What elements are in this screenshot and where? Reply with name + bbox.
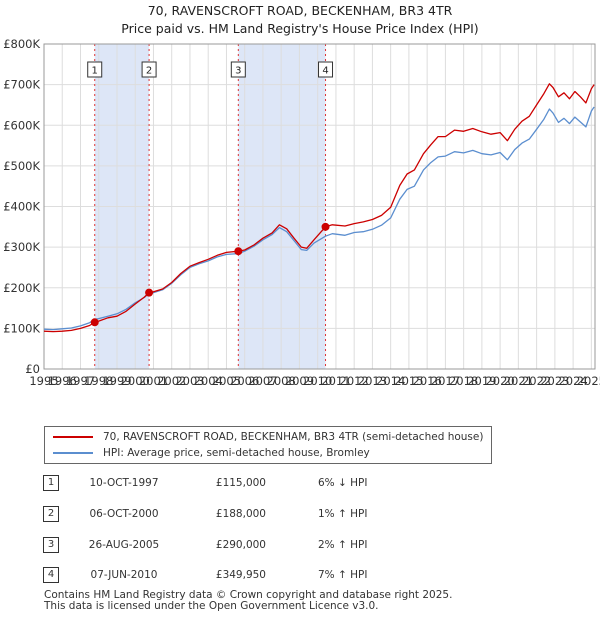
sale-label-box bbox=[318, 61, 334, 78]
y-tick-label: £0 bbox=[25, 362, 40, 376]
x-tick-label: 2020 bbox=[485, 374, 514, 388]
sale-row: 2 06-OCT-2000 £188,000 1% ↑ HPI bbox=[0, 506, 600, 524]
sale-row: 1 10-OCT-1997 £115,000 6% ↓ HPI bbox=[0, 475, 600, 493]
y-tick-label: £100K bbox=[3, 321, 40, 335]
x-tick-label: 2017 bbox=[431, 374, 460, 388]
x-tick-label: 2007 bbox=[248, 374, 277, 388]
sale-row: 3 26-AUG-2005 £290,000 2% ↑ HPI bbox=[0, 537, 600, 555]
x-tick-label: 2021 bbox=[504, 374, 533, 388]
legend-item-hpi: HPI: Average price, semi-detached house,… bbox=[53, 446, 370, 460]
sale-hpi-diff: 1% ↑ HPI bbox=[318, 508, 368, 520]
y-tick-label: £600K bbox=[3, 118, 40, 132]
sale-hpi-diff: 7% ↑ HPI bbox=[318, 569, 368, 581]
sale-hpi-diff: 6% ↓ HPI bbox=[318, 477, 368, 489]
x-tick-label: 2025 bbox=[577, 374, 600, 388]
series-line-property bbox=[43, 83, 595, 333]
x-tick-label: 2018 bbox=[449, 374, 478, 388]
x-tick-label: 2001 bbox=[139, 374, 168, 388]
x-tick-label: 2016 bbox=[413, 374, 442, 388]
x-tick-label: 2008 bbox=[267, 374, 296, 388]
y-tick-label: £700K bbox=[3, 78, 40, 92]
x-tick-label: 1997 bbox=[66, 374, 95, 388]
x-tick-label: 1998 bbox=[84, 374, 113, 388]
sale-label-number: 1 bbox=[92, 66, 98, 77]
x-tick-label: 1995 bbox=[29, 374, 58, 388]
x-tick-label: 2013 bbox=[358, 374, 387, 388]
sale-label-number: 4 bbox=[322, 66, 328, 77]
sale-number-box: 1 bbox=[43, 475, 59, 491]
x-tick-label: 1996 bbox=[48, 374, 77, 388]
sale-date: 26-AUG-2005 bbox=[88, 539, 160, 551]
x-tick-label: 2019 bbox=[467, 374, 496, 388]
footer-copyright: Contains HM Land Registry data © Crown c… bbox=[44, 589, 453, 601]
footer-licence: This data is licensed under the Open Gov… bbox=[44, 600, 379, 612]
x-tick-label: 2014 bbox=[376, 374, 405, 388]
x-tick-label: 2006 bbox=[230, 374, 259, 388]
x-tick-label: 1999 bbox=[102, 374, 131, 388]
x-tick-label: 2023 bbox=[540, 374, 569, 388]
sale-row: 4 07-JUN-2010 £349,950 7% ↑ HPI bbox=[0, 567, 600, 585]
x-tick-label: 2004 bbox=[194, 374, 223, 388]
sale-price: £115,000 bbox=[215, 477, 266, 489]
legend-label-hpi: HPI: Average price, semi-detached house,… bbox=[103, 447, 370, 459]
y-tick-label: £400K bbox=[3, 200, 40, 214]
x-tick-label: 2011 bbox=[321, 374, 350, 388]
sale-label-box bbox=[87, 61, 103, 78]
sale-label-box bbox=[141, 61, 157, 78]
sale-date: 10-OCT-1997 bbox=[89, 477, 159, 489]
x-tick-label: 2000 bbox=[121, 374, 150, 388]
sale-price: £349,950 bbox=[215, 569, 266, 581]
sale-date: 07-JUN-2010 bbox=[90, 569, 158, 581]
plot-frame bbox=[43, 43, 596, 370]
y-tick-label: £200K bbox=[3, 281, 40, 295]
x-tick-label: 2022 bbox=[522, 374, 551, 388]
legend-label-property: 70, RAVENSCROFT ROAD, BECKENHAM, BR3 4TR… bbox=[103, 431, 484, 443]
y-tick-label: £800K bbox=[3, 37, 40, 51]
sale-point bbox=[145, 288, 154, 297]
x-tick-label: 2002 bbox=[157, 374, 186, 388]
sale-point bbox=[234, 247, 243, 256]
x-tick-label: 2003 bbox=[175, 374, 204, 388]
x-tick-label: 2015 bbox=[394, 374, 423, 388]
y-tick-label: £300K bbox=[3, 240, 40, 254]
x-tick-label: 2024 bbox=[558, 374, 587, 388]
legend-swatch-hpi bbox=[53, 452, 93, 454]
price-chart: £0 £100K £200K £300K £400K £500K £600K £700K £80… bbox=[3, 37, 600, 388]
x-tick-label: 2012 bbox=[340, 374, 369, 388]
sale-date: 06-OCT-2000 bbox=[89, 508, 159, 520]
legend: 70, RAVENSCROFT ROAD, BECKENHAM, BR3 4TR… bbox=[44, 426, 492, 464]
footer: Contains HM Land Registry data © Crown c… bbox=[44, 590, 452, 612]
sale-price: £188,000 bbox=[215, 508, 266, 520]
legend-swatch-property bbox=[53, 436, 93, 438]
sale-point bbox=[321, 222, 330, 231]
x-tick-label: 2005 bbox=[212, 374, 241, 388]
y-tick-label: £500K bbox=[3, 159, 40, 173]
sale-number-box: 2 bbox=[43, 506, 59, 522]
sale-hpi-diff: 2% ↑ HPI bbox=[318, 539, 368, 551]
legend-item-property: 70, RAVENSCROFT ROAD, BECKENHAM, BR3 4TR… bbox=[53, 430, 483, 444]
sale-point bbox=[90, 318, 99, 327]
sale-price: £290,000 bbox=[215, 539, 266, 551]
sale-number-box: 3 bbox=[43, 537, 59, 553]
chart-title: 70, RAVENSCROFT ROAD, BECKENHAM, BR3 4TR bbox=[147, 3, 453, 18]
sale-label-number: 2 bbox=[146, 66, 152, 77]
x-tick-label: 2009 bbox=[285, 374, 314, 388]
chart-subtitle: Price paid vs. HM Land Registry's House … bbox=[121, 21, 479, 36]
x-tick-label: 2010 bbox=[303, 374, 332, 388]
sale-label-box bbox=[230, 61, 246, 78]
sale-number-box: 4 bbox=[43, 567, 59, 583]
sale-label-number: 3 bbox=[235, 66, 241, 77]
